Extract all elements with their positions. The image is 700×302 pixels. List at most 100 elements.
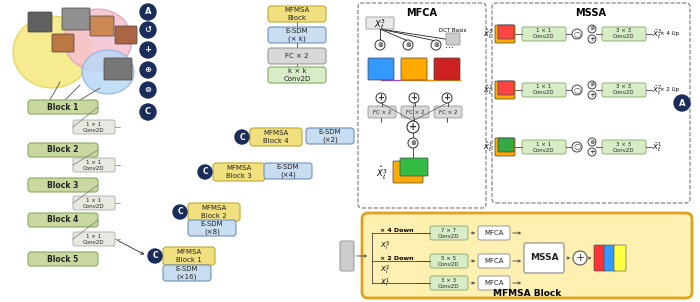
Text: $X^1_i$: $X^1_i$ <box>380 276 390 290</box>
Text: FC × 2: FC × 2 <box>439 110 457 114</box>
FancyBboxPatch shape <box>594 245 606 271</box>
Text: $X^2_i$: $X^2_i$ <box>380 263 390 277</box>
FancyBboxPatch shape <box>362 213 692 298</box>
Text: $\hat{X}^2_\ell$: $\hat{X}^2_\ell$ <box>483 83 493 97</box>
Text: ⊗: ⊗ <box>589 27 594 31</box>
Text: Block 4: Block 4 <box>48 216 78 224</box>
Text: FC × 2: FC × 2 <box>406 110 424 114</box>
FancyBboxPatch shape <box>434 58 460 80</box>
FancyBboxPatch shape <box>524 243 564 273</box>
FancyBboxPatch shape <box>188 203 240 221</box>
Text: 1 × 1
Conv2D: 1 × 1 Conv2D <box>83 159 105 171</box>
Text: MFMSA
Block 4: MFMSA Block 4 <box>263 130 289 144</box>
Text: $\bar{X}^2_\ell$: $\bar{X}^2_\ell$ <box>652 83 662 97</box>
Text: E-SDM
(×16): E-SDM (×16) <box>176 266 198 280</box>
Text: MFMSA
Block 1: MFMSA Block 1 <box>176 249 202 263</box>
Text: MFMSA
Block: MFMSA Block <box>284 7 309 21</box>
Circle shape <box>588 35 596 43</box>
FancyBboxPatch shape <box>430 254 468 268</box>
Text: MFCA: MFCA <box>484 258 504 264</box>
FancyBboxPatch shape <box>478 254 510 268</box>
Text: +: + <box>144 46 151 54</box>
FancyBboxPatch shape <box>52 34 74 52</box>
Text: $\bar{X}^3_\ell$: $\bar{X}^3_\ell$ <box>652 27 662 41</box>
Circle shape <box>235 130 249 144</box>
Text: C: C <box>145 108 151 117</box>
Circle shape <box>572 29 582 39</box>
Text: $\hat{X}^1_\ell$: $\hat{X}^1_\ell$ <box>483 140 493 154</box>
Text: ⊗: ⊗ <box>144 85 151 95</box>
FancyBboxPatch shape <box>306 128 354 144</box>
Text: E-SDM
(× k): E-SDM (× k) <box>286 28 308 42</box>
Text: ⊗: ⊗ <box>377 42 383 48</box>
Circle shape <box>140 22 156 38</box>
Text: 1 × 1
Conv2D: 1 × 1 Conv2D <box>533 28 555 40</box>
Text: ○: ○ <box>573 30 580 38</box>
FancyBboxPatch shape <box>73 196 115 210</box>
Text: ⊕: ⊕ <box>144 66 151 75</box>
Circle shape <box>588 138 596 146</box>
Text: MFMSA
Block 3: MFMSA Block 3 <box>226 165 252 178</box>
Text: 7 × 7
Conv2D: 7 × 7 Conv2D <box>438 227 460 239</box>
FancyBboxPatch shape <box>604 245 616 271</box>
Circle shape <box>409 93 419 103</box>
Text: ○: ○ <box>573 85 580 95</box>
Text: k × k
Conv2D: k × k Conv2D <box>284 68 311 82</box>
Circle shape <box>140 82 156 98</box>
Text: C: C <box>202 168 208 176</box>
Circle shape <box>588 91 596 99</box>
FancyBboxPatch shape <box>62 8 90 30</box>
Text: 1 × 1
Conv2D: 1 × 1 Conv2D <box>83 121 105 133</box>
FancyBboxPatch shape <box>163 265 211 281</box>
FancyBboxPatch shape <box>28 143 98 157</box>
Circle shape <box>572 142 582 152</box>
Circle shape <box>588 25 596 33</box>
FancyBboxPatch shape <box>495 25 515 43</box>
Circle shape <box>407 121 419 133</box>
FancyBboxPatch shape <box>268 67 326 83</box>
Circle shape <box>140 104 156 120</box>
Text: MSSA: MSSA <box>530 253 559 262</box>
Text: 3 × 3
Conv2D: 3 × 3 Conv2D <box>613 28 635 40</box>
Text: ○: ○ <box>573 143 580 152</box>
Text: DCT Basis: DCT Basis <box>440 28 467 34</box>
Text: MSSA: MSSA <box>575 8 606 18</box>
Text: × 2 Down: × 2 Down <box>380 255 414 261</box>
FancyBboxPatch shape <box>340 241 354 271</box>
FancyBboxPatch shape <box>115 26 137 44</box>
FancyBboxPatch shape <box>602 140 646 154</box>
Text: ⊗: ⊗ <box>410 140 416 146</box>
FancyBboxPatch shape <box>522 83 566 97</box>
Circle shape <box>674 95 690 111</box>
Text: 5 × 5
Conv2D: 5 × 5 Conv2D <box>438 255 460 266</box>
Text: 1 × 1
Conv2D: 1 × 1 Conv2D <box>533 142 555 153</box>
Text: FC × 2: FC × 2 <box>372 110 391 114</box>
Text: +: + <box>410 94 417 102</box>
FancyBboxPatch shape <box>268 27 326 43</box>
Circle shape <box>573 251 587 265</box>
FancyBboxPatch shape <box>498 81 514 95</box>
Circle shape <box>198 165 212 179</box>
Text: A: A <box>679 98 685 108</box>
FancyBboxPatch shape <box>368 58 394 80</box>
FancyBboxPatch shape <box>213 163 265 181</box>
FancyBboxPatch shape <box>602 27 646 41</box>
FancyBboxPatch shape <box>498 138 514 152</box>
FancyBboxPatch shape <box>73 158 115 172</box>
Text: Block 5: Block 5 <box>48 255 78 264</box>
Text: C: C <box>239 133 245 142</box>
Text: MFMSA Block: MFMSA Block <box>493 288 561 297</box>
Text: E-SDM
(×8): E-SDM (×8) <box>201 221 223 235</box>
Text: $X^3_\ell$: $X^3_\ell$ <box>374 18 386 32</box>
Text: $\hat{X}^3_\ell$: $\hat{X}^3_\ell$ <box>377 165 388 182</box>
FancyBboxPatch shape <box>602 83 646 97</box>
Text: +: + <box>589 36 595 42</box>
FancyBboxPatch shape <box>478 226 510 240</box>
Circle shape <box>376 93 386 103</box>
Text: ⊗: ⊗ <box>405 42 411 48</box>
Text: C: C <box>152 252 158 261</box>
Circle shape <box>140 42 156 58</box>
Text: +: + <box>409 122 417 132</box>
FancyBboxPatch shape <box>28 252 98 266</box>
FancyBboxPatch shape <box>73 120 115 134</box>
